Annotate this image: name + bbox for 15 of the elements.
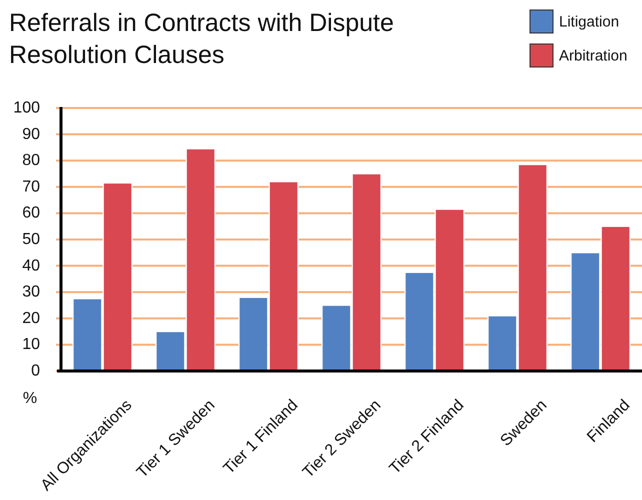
y-tick-label: 20 [22,310,40,327]
chart-title: Referrals in Contracts with Dispute Resolution Clauses [9,9,394,69]
y-tick-label: 10 [22,336,40,354]
y-tick-label: 0 [31,362,40,380]
y-tick-label: 80 [22,152,40,170]
y-tick-label: 30 [22,284,40,301]
y-axis-title: % [22,390,38,407]
y-tick-label: 60 [22,204,40,222]
y-tick-label: 90 [22,126,40,143]
legend-label: Arbitration [559,48,628,64]
y-tick-label: 40 [22,257,40,274]
y-tick-label: 100 [13,100,40,116]
y-tick-label: 50 [22,231,40,248]
y-tick-label: 70 [22,178,40,196]
legend-label: Litigation [559,14,620,30]
